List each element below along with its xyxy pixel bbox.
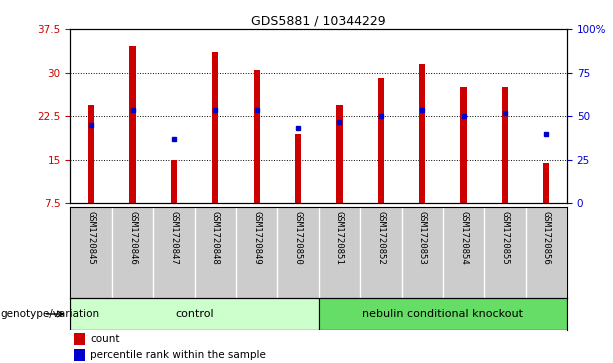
Bar [88,105,94,203]
Text: GSM1720847: GSM1720847 [169,211,178,265]
Bar [74,333,85,345]
Bar [212,52,218,203]
Text: count: count [90,334,120,344]
Text: GSM1720849: GSM1720849 [252,211,261,265]
Text: GSM1720845: GSM1720845 [86,211,96,265]
Text: GSM1720854: GSM1720854 [459,211,468,265]
Text: GSM1720848: GSM1720848 [211,211,220,265]
Bar [378,78,384,203]
Bar [337,105,343,203]
Text: control: control [175,309,214,319]
Bar [254,70,260,203]
Text: GSM1720852: GSM1720852 [376,211,386,265]
Bar [319,298,567,330]
Text: GSM1720855: GSM1720855 [500,211,509,265]
Bar [460,87,466,203]
Bar [70,298,319,330]
Title: GDS5881 / 10344229: GDS5881 / 10344229 [251,15,386,28]
Bar [502,87,508,203]
Bar [129,46,135,203]
Text: nebulin conditional knockout: nebulin conditional knockout [362,309,524,319]
Bar [171,160,177,203]
Text: GSM1720850: GSM1720850 [294,211,303,265]
Bar [543,163,549,203]
Bar [295,134,301,203]
Text: GSM1720856: GSM1720856 [542,211,551,265]
Text: GSM1720846: GSM1720846 [128,211,137,265]
Text: percentile rank within the sample: percentile rank within the sample [90,350,266,360]
Bar [74,349,85,362]
Text: GSM1720851: GSM1720851 [335,211,344,265]
Bar [419,64,425,203]
Text: GSM1720853: GSM1720853 [417,211,427,265]
Text: genotype/variation: genotype/variation [0,309,99,319]
